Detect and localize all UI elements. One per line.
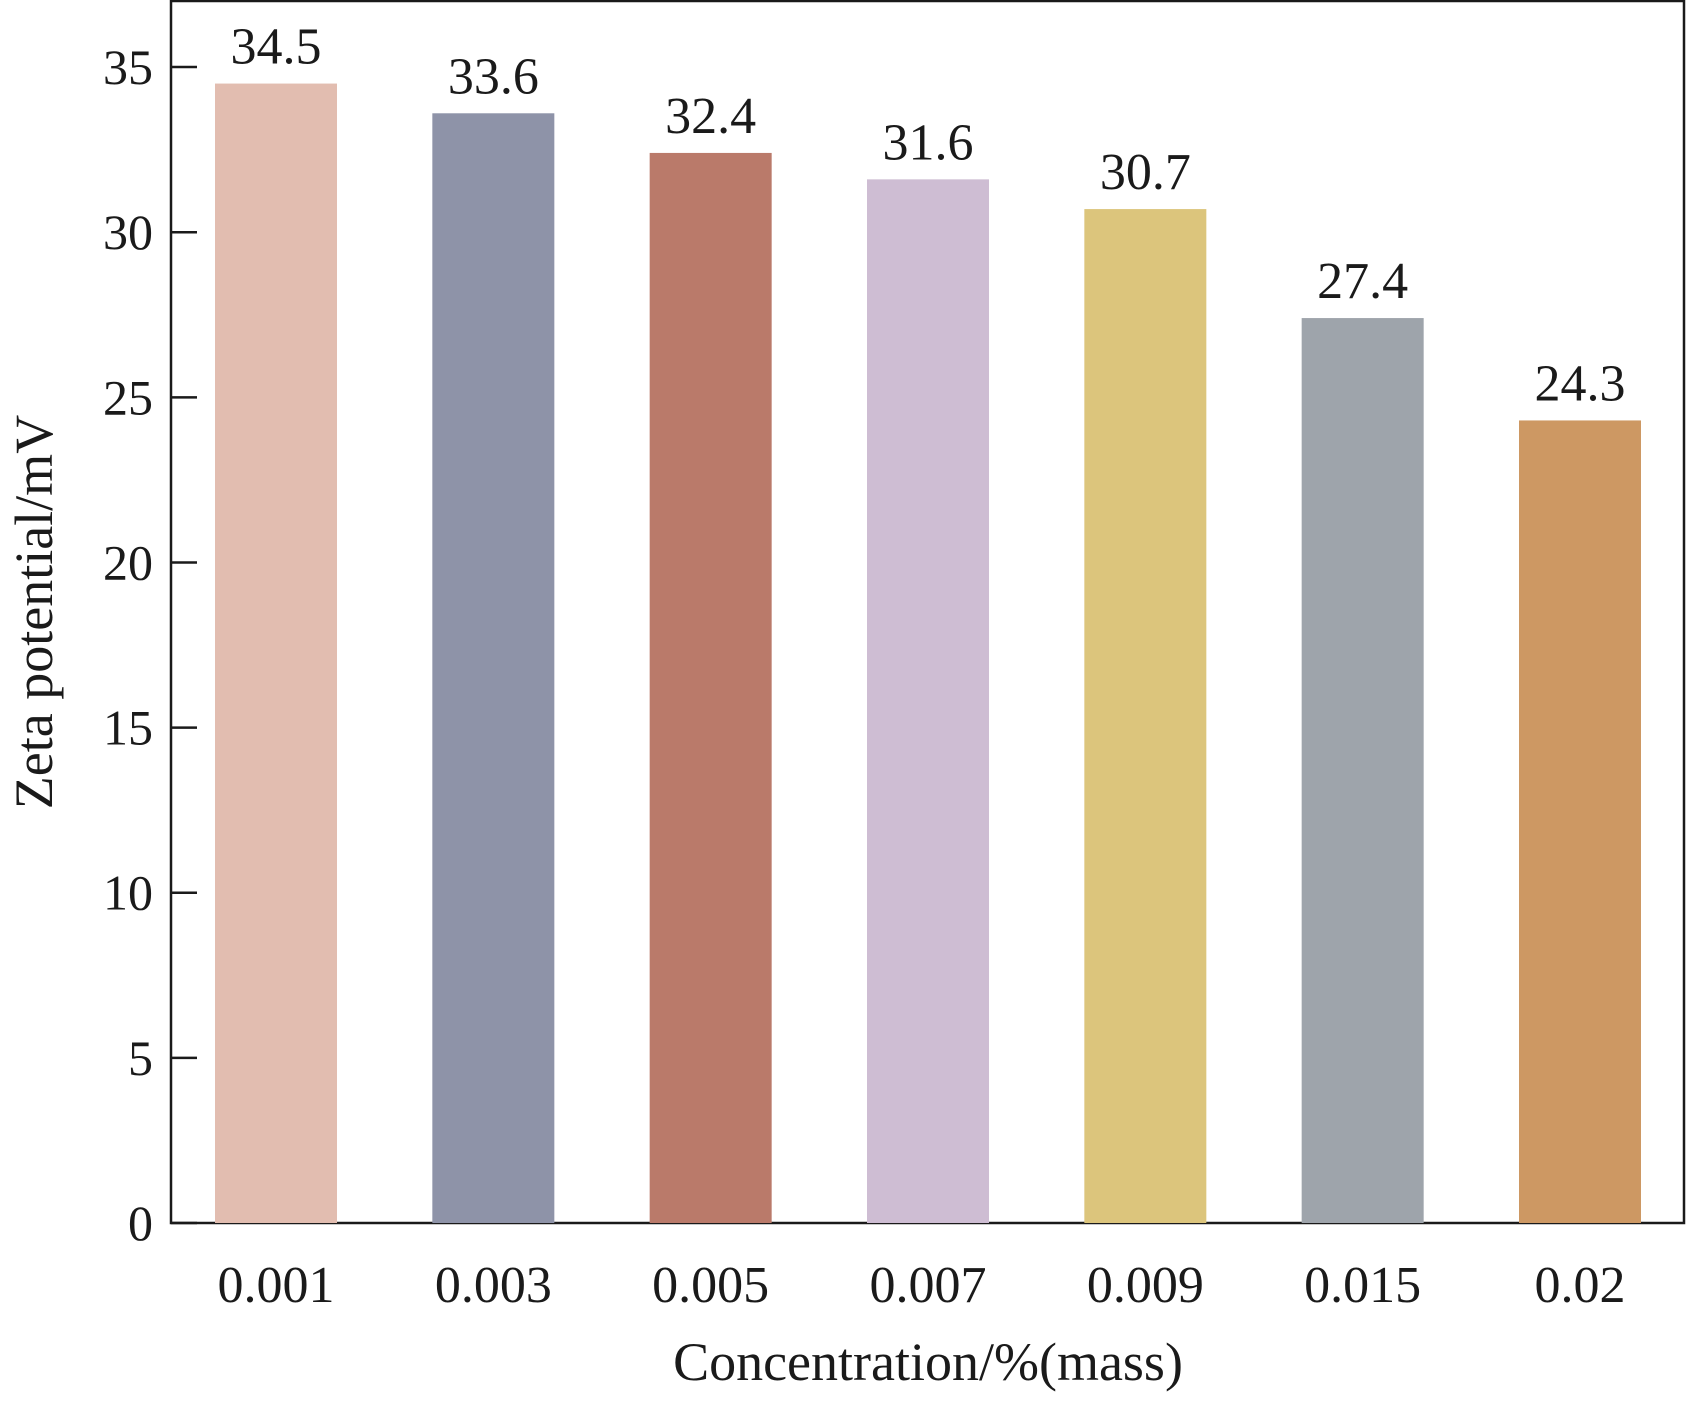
bar-value-label: 34.5: [231, 19, 322, 76]
bar-value-label: 32.4: [665, 88, 756, 145]
x-axis-ticks: 0.001 0.003 0.005 0.007 0.009 0.015 0.02: [218, 1257, 1626, 1314]
bar: [1084, 209, 1207, 1224]
x-tick-label: 0.005: [652, 1257, 769, 1314]
bar: [1301, 318, 1424, 1223]
x-tick-label: 0.02: [1535, 1257, 1626, 1314]
y-tick-label: 5: [128, 1030, 153, 1086]
y-tick-label: 25: [103, 369, 153, 425]
bar-value-label: 27.4: [1317, 253, 1408, 310]
bar-value-label: 33.6: [448, 48, 539, 105]
x-tick-label: 0.007: [870, 1257, 987, 1314]
bar: [867, 179, 989, 1223]
x-axis-title: Concentration/%(mass): [673, 1332, 1183, 1392]
bar: [649, 152, 772, 1224]
y-tick-label: 0: [128, 1195, 153, 1251]
y-axis-title: Zeta potential/mV: [4, 415, 64, 809]
bar: [215, 83, 337, 1223]
y-tick-label: 35: [103, 39, 153, 95]
x-tick-label: 0.001: [218, 1257, 335, 1314]
x-tick-label: 0.009: [1087, 1257, 1204, 1314]
bar: [432, 113, 555, 1224]
x-tick-label: 0.003: [435, 1257, 552, 1314]
y-tick-label: 15: [103, 700, 153, 756]
y-tick-label: 20: [103, 534, 153, 590]
y-tick-label: 30: [103, 204, 153, 260]
x-tick-label: 0.015: [1304, 1257, 1421, 1314]
y-tick-label: 10: [103, 865, 153, 921]
y-axis-ticks: 0 5 10 15 20 25 30 35: [103, 39, 197, 1251]
bar-value-label: 30.7: [1100, 144, 1191, 201]
bar: [1519, 420, 1641, 1223]
bar-value-label: 31.6: [883, 114, 974, 171]
bar-value-label: 24.3: [1535, 355, 1626, 412]
bars-group: 34.5 33.6 32.4 31.6 30.7 27.4 24.3: [215, 19, 1641, 1224]
